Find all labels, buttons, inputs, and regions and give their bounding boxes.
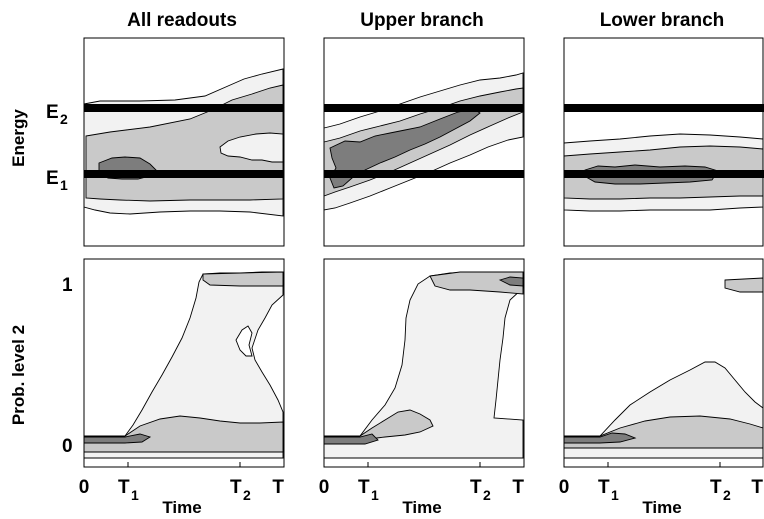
contour-medium-top bbox=[724, 277, 764, 293]
xticks-panel-lower-branch: 0 T 1 T 2 T Time bbox=[559, 477, 764, 517]
panel-frame bbox=[323, 37, 525, 247]
panel-all-readouts-energy bbox=[83, 37, 285, 247]
panel-title-lower-branch: Lower branch bbox=[600, 10, 725, 31]
x-axis-label: Time bbox=[642, 498, 681, 517]
xtick-t2-sub: 2 bbox=[243, 487, 251, 503]
xtick-zero: 0 bbox=[319, 477, 330, 498]
contour-hole bbox=[235, 325, 253, 357]
panel-title-upper-branch: Upper branch bbox=[360, 10, 484, 31]
xticks-panel-all-readouts: 0 T 1 T 2 T Time bbox=[79, 477, 285, 517]
xtick-t: T bbox=[751, 477, 763, 498]
contour-dark bbox=[83, 433, 152, 444]
contour-dark bbox=[563, 432, 637, 444]
panel-upper-branch-energy bbox=[323, 37, 525, 247]
panel-frame bbox=[83, 37, 285, 247]
contour-dark bbox=[329, 108, 481, 189]
x-axis-label: Time bbox=[402, 498, 441, 517]
ytick-e2: E 2 bbox=[46, 102, 68, 127]
xtick-t2-main: T bbox=[710, 477, 722, 498]
ytick-e2-main: E bbox=[46, 102, 59, 123]
xtick-t1-sub: 1 bbox=[611, 487, 619, 503]
xtick-t1-main: T bbox=[118, 477, 130, 498]
xtick-t2-main: T bbox=[470, 477, 482, 498]
xtick-t1-main: T bbox=[358, 477, 370, 498]
xtick-zero: 0 bbox=[559, 477, 570, 498]
panel-title-all-readouts: All readouts bbox=[127, 10, 237, 31]
contour-light bbox=[83, 271, 284, 459]
ytick-e1-main: E bbox=[46, 168, 59, 189]
panel-frame bbox=[563, 258, 764, 468]
xtick-t1-sub: 1 bbox=[131, 487, 139, 503]
panel-frame bbox=[323, 258, 525, 468]
contour-medium-top bbox=[202, 271, 284, 287]
panel-all-readouts-prob bbox=[83, 258, 285, 468]
xticks-panel-upper-branch: 0 T 1 T 2 T Time bbox=[319, 477, 525, 517]
contour-dark bbox=[323, 433, 379, 445]
ytick-zero: 0 bbox=[62, 436, 73, 457]
xtick-marks bbox=[83, 462, 721, 467]
contour-medium-top bbox=[429, 271, 524, 295]
ytick-e1-sub: 1 bbox=[60, 177, 68, 193]
xtick-t2-sub: 2 bbox=[483, 487, 491, 503]
x-axis-label: Time bbox=[162, 498, 201, 517]
xtick-t: T bbox=[512, 477, 524, 498]
ytick-e2-sub: 2 bbox=[60, 111, 68, 127]
panel-upper-branch-prob bbox=[323, 258, 525, 468]
xtick-t1-sub: 1 bbox=[371, 487, 379, 503]
contour-light-inner bbox=[219, 132, 284, 163]
panel-frame bbox=[83, 258, 285, 468]
y-axis-label-energy: Energy bbox=[9, 109, 28, 167]
xtick-t2-sub: 2 bbox=[723, 487, 731, 503]
xtick-t2-main: T bbox=[230, 477, 242, 498]
panel-lower-branch-energy bbox=[563, 37, 764, 247]
y-axis-label-prob: Prob. level 2 bbox=[9, 325, 28, 425]
xtick-t: T bbox=[272, 477, 284, 498]
xtick-t1-main: T bbox=[598, 477, 610, 498]
contour-dark-top bbox=[498, 276, 524, 287]
contour-medium bbox=[83, 415, 284, 453]
panel-frame bbox=[563, 37, 764, 247]
ytick-one: 1 bbox=[62, 275, 73, 296]
xtick-zero: 0 bbox=[79, 477, 90, 498]
ytick-e1: E 1 bbox=[46, 168, 68, 193]
panel-lower-branch-prob bbox=[563, 258, 764, 468]
